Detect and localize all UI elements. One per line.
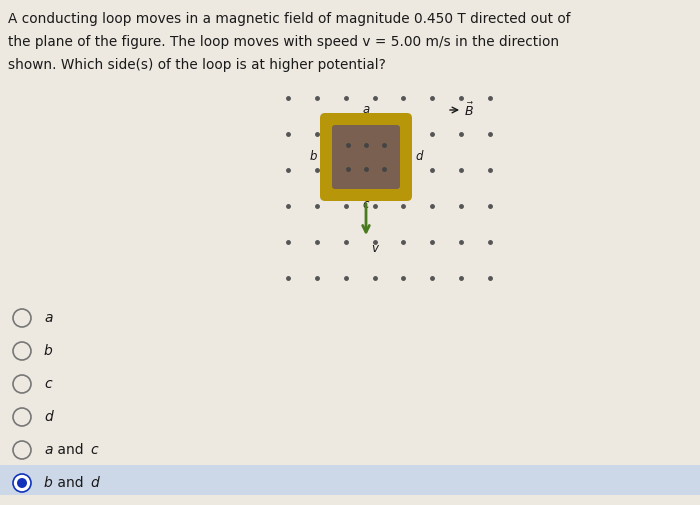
Text: c: c: [363, 198, 370, 211]
Text: b: b: [44, 476, 52, 490]
Text: a: a: [44, 443, 52, 457]
Text: the plane of the figure. The loop moves with speed v = 5.00 m/s in the direction: the plane of the figure. The loop moves …: [8, 35, 559, 49]
Text: d: d: [44, 410, 52, 424]
Text: d: d: [415, 150, 423, 164]
Text: a: a: [363, 103, 370, 116]
Circle shape: [17, 478, 27, 488]
FancyBboxPatch shape: [0, 465, 700, 495]
Circle shape: [13, 474, 31, 492]
Text: and: and: [53, 443, 88, 457]
Text: $\vec{B}$: $\vec{B}$: [464, 102, 474, 119]
Text: d: d: [90, 476, 99, 490]
Text: a: a: [44, 311, 52, 325]
Text: shown. Which side(s) of the loop is at higher potential?: shown. Which side(s) of the loop is at h…: [8, 58, 386, 72]
Text: c: c: [90, 443, 97, 457]
Text: A conducting loop moves in a magnetic field of magnitude 0.450 T directed out of: A conducting loop moves in a magnetic fi…: [8, 12, 570, 26]
Text: b: b: [44, 344, 52, 358]
FancyBboxPatch shape: [320, 113, 412, 201]
Text: b: b: [309, 150, 317, 164]
Text: and: and: [53, 476, 88, 490]
Text: v: v: [371, 242, 378, 255]
Text: c: c: [44, 377, 52, 391]
FancyBboxPatch shape: [332, 125, 400, 189]
